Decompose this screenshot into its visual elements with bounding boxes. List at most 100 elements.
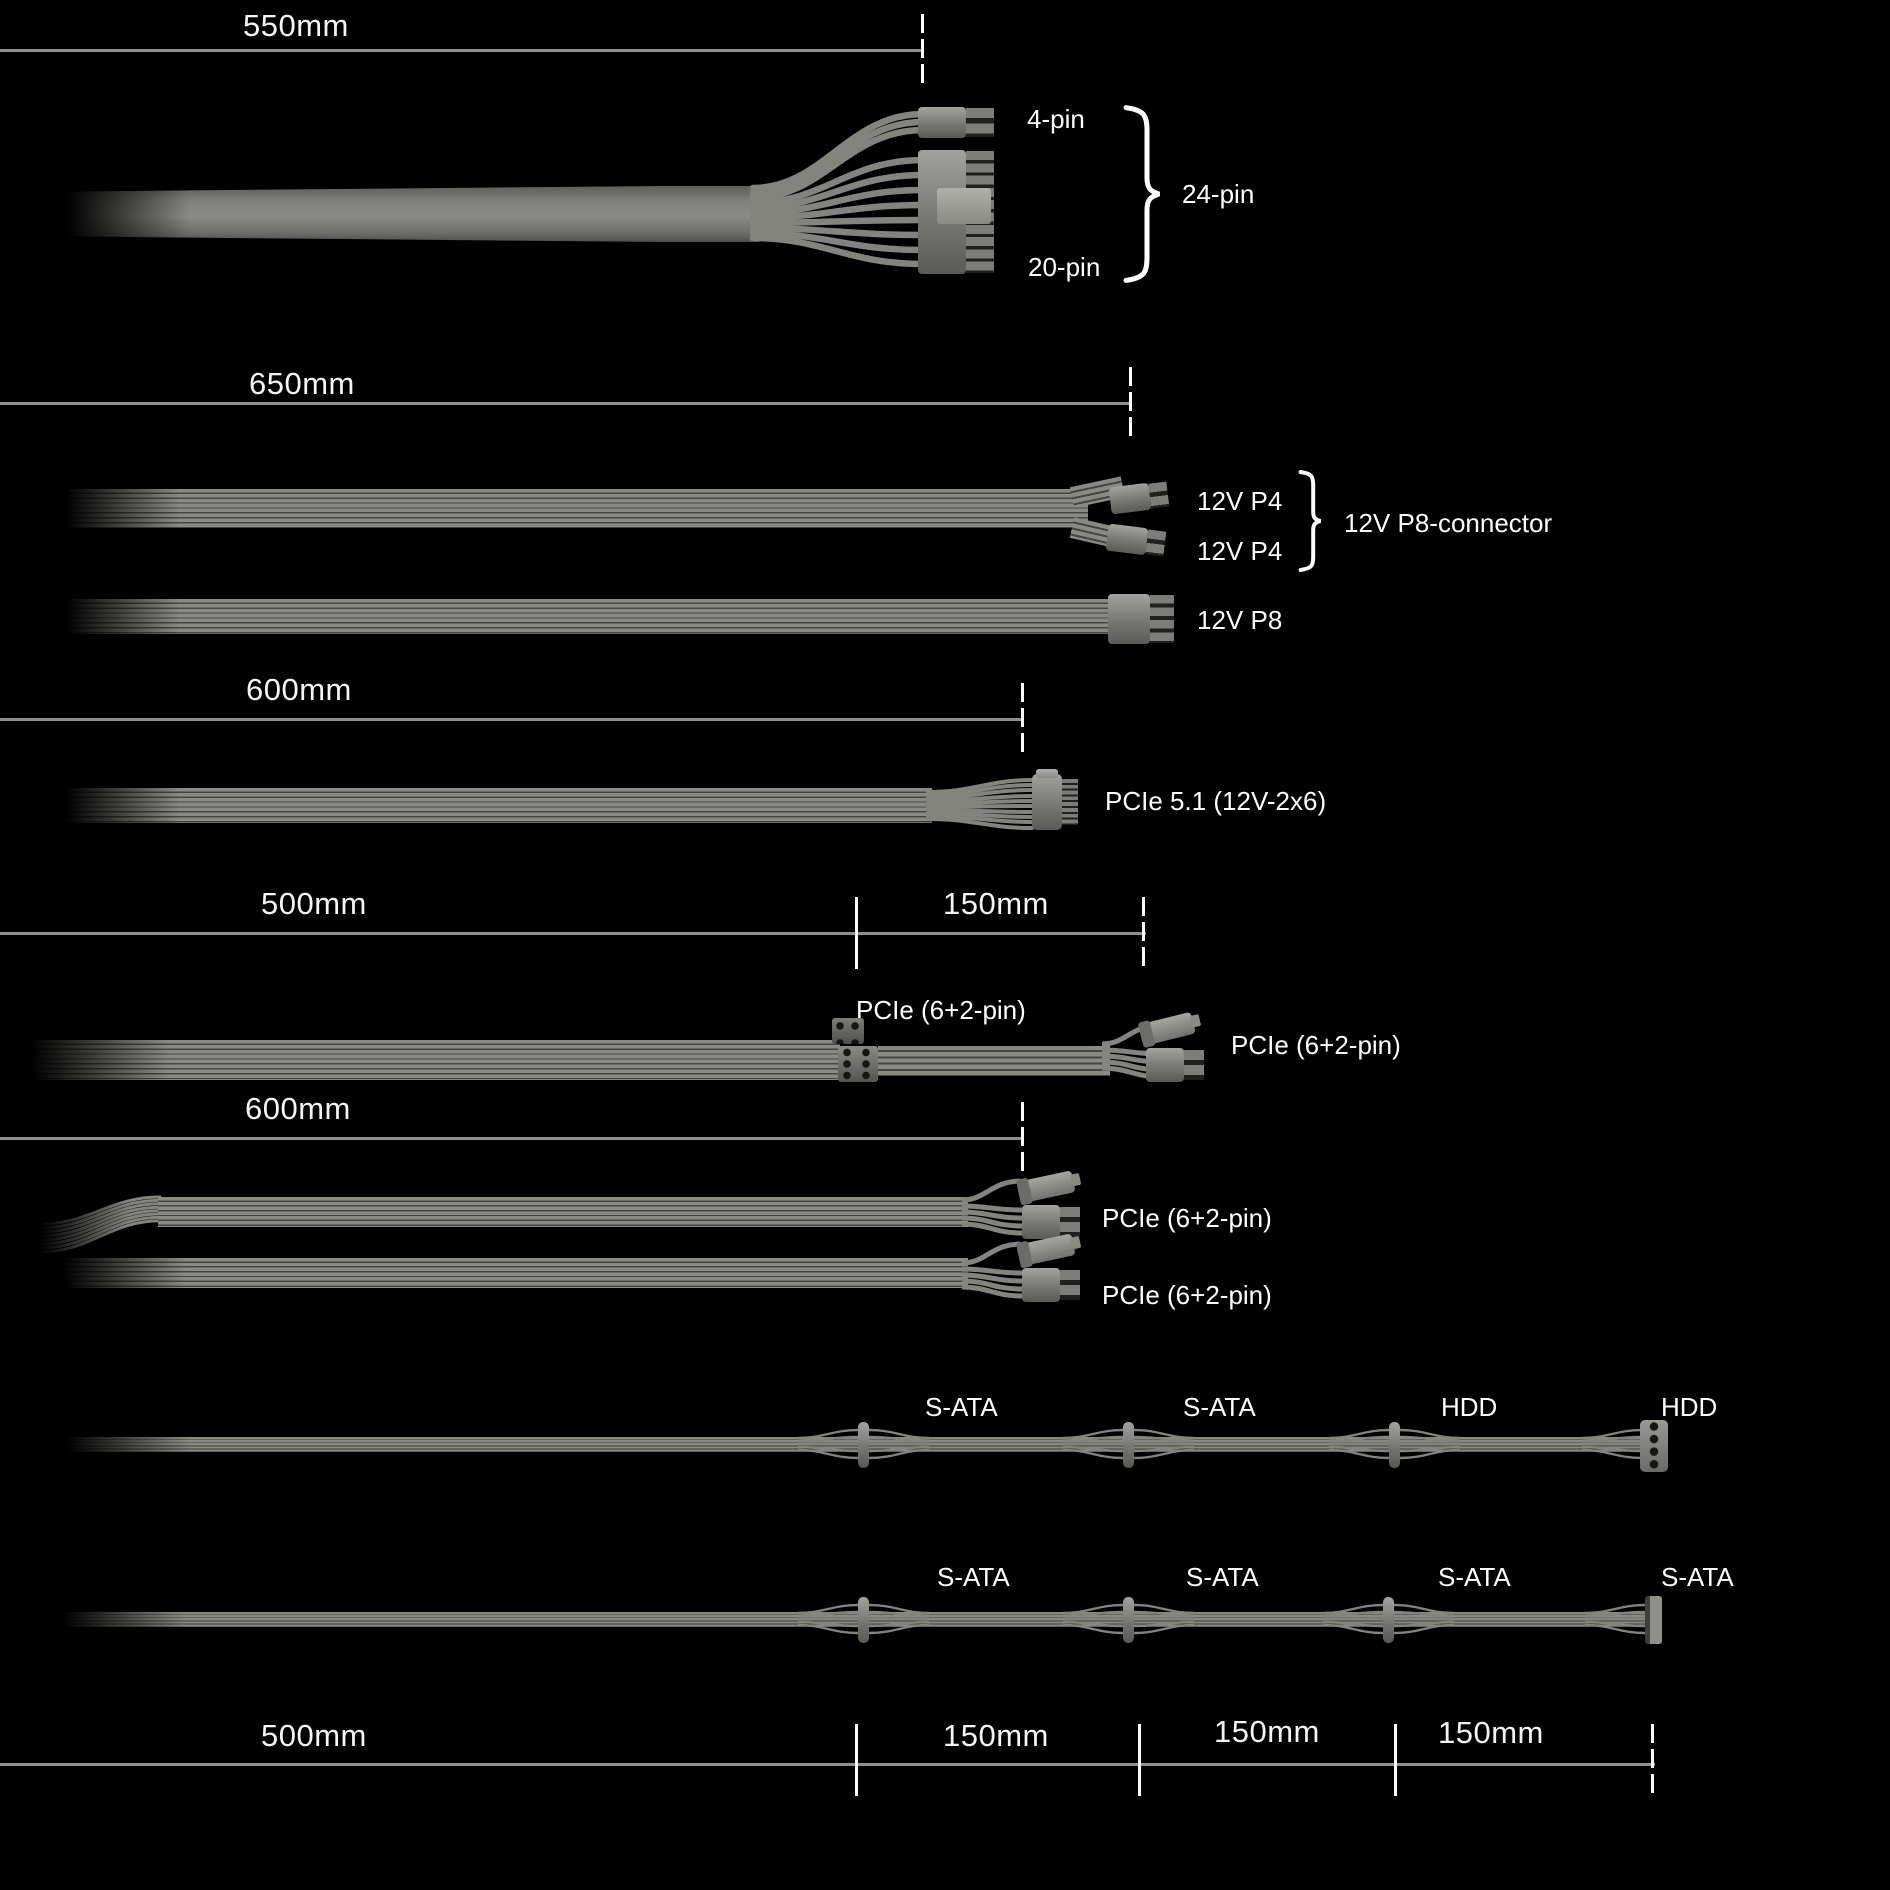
pcie-top-2pin-connector: [1016, 1170, 1076, 1204]
length-label: 550mm: [243, 8, 349, 43]
wire-fan: [1323, 1602, 1383, 1636]
cpu-p4-cable-ribbon: [58, 489, 1088, 528]
connector-label-pcie-end: PCIe (6+2-pin): [1231, 1030, 1401, 1060]
pcie-top-6pin-connector: [1022, 1205, 1080, 1239]
pcie-bottom-cable-ribbon: [56, 1258, 968, 1288]
connector-label-pcie-top: PCIe (6+2-pin): [1102, 1203, 1272, 1233]
cable-fade: [40, 1433, 190, 1456]
measure-line-550mm: [0, 49, 923, 52]
sata-inline-connector-1: [858, 1597, 869, 1643]
wire-fan: [1394, 1602, 1454, 1636]
atx-4pin-connector: [918, 107, 994, 138]
connector-label-4pin: 4-pin: [1027, 104, 1085, 134]
length-label-extension: 150mm: [943, 886, 1049, 921]
measure-line-bottom: [0, 1763, 1655, 1766]
connector-label-pcie-bottom: PCIe (6+2-pin): [1102, 1280, 1272, 1310]
cable-fade: [36, 1608, 186, 1631]
sata-inline-connector-2: [1123, 1597, 1134, 1643]
hdd-inline-connector: [1389, 1422, 1400, 1468]
pcie51-wire-fan: [926, 778, 1034, 830]
cable-fade: [0, 1036, 170, 1084]
measure-line-650mm: [0, 402, 1131, 405]
pcie-bottom-6pin-connector: [1022, 1268, 1080, 1302]
measure-tick-dashed: [1021, 683, 1024, 753]
connector-label-sata-1: S-ATA: [925, 1392, 998, 1422]
sata-inline-connector-2: [1123, 1422, 1134, 1468]
sata-end-connector: [1645, 1596, 1662, 1644]
wire-fan: [869, 1602, 929, 1636]
atx-wire-fan: [749, 110, 927, 268]
pcie51-connector: [1032, 769, 1078, 830]
measure-tick-dashed: [1021, 1102, 1024, 1172]
cpu-p4-connector-bottom: [1105, 523, 1167, 558]
connector-label-pcie-mid: PCIe (6+2-pin): [856, 995, 1026, 1025]
connector-label-hdd-2: HDD: [1661, 1392, 1718, 1422]
measure-line-600mm: [0, 718, 1023, 721]
wire-fan: [1134, 1427, 1194, 1461]
measure-tick-solid-3: [1394, 1724, 1397, 1796]
connector-label-sata-2: S-ATA: [1183, 1392, 1256, 1422]
connector-label-24pin: 24-pin: [1182, 179, 1255, 209]
connector-label-12v-p8-group: 12V P8-connector: [1344, 508, 1553, 538]
connector-label-20pin: 20-pin: [1028, 252, 1101, 282]
sata-inline-connector-1: [858, 1422, 869, 1468]
cpu-p4-connector-top: [1108, 481, 1170, 515]
cable-fade: [40, 485, 180, 532]
measure-tick-dashed: [1142, 897, 1145, 969]
length-label: 600mm: [245, 1091, 351, 1126]
measure-tick-dashed: [1129, 367, 1132, 437]
pcie-mid-connector-6pin: [838, 1046, 878, 1082]
wire-fan: [1134, 1602, 1194, 1636]
connector-label-12v-p4-top: 12V P4: [1197, 486, 1283, 516]
cable-fade: [40, 595, 180, 638]
length-label: 650mm: [249, 366, 355, 401]
connector-label-sata-1: S-ATA: [937, 1562, 1010, 1592]
connector-label-sata-4: S-ATA: [1661, 1562, 1734, 1592]
wire-fan: [869, 1427, 929, 1461]
brace-12v-p8: [1297, 470, 1321, 572]
measure-line-500-150mm: [0, 932, 1146, 935]
wire-fan: [798, 1602, 858, 1636]
cable-fade: [20, 1190, 130, 1264]
pcie-end-6pin-connector: [1146, 1048, 1204, 1082]
wire-fan: [1585, 1602, 1645, 1636]
atx-20pin-connector: [918, 150, 994, 274]
wire-fan: [798, 1427, 858, 1461]
pcie-bottom-wire-fan: [962, 1235, 1022, 1303]
measure-tick-solid-1: [855, 1724, 858, 1796]
pcie51-cable-ribbon: [58, 788, 932, 823]
cable-fade: [40, 784, 180, 827]
pcie-daisy-ribbon-extension: [878, 1046, 1110, 1076]
sata-inline-connector-3: [1383, 1597, 1394, 1643]
hdd-end-connector: [1640, 1420, 1668, 1472]
wire-fan: [1582, 1427, 1642, 1461]
pcie-top-cable-ribbon: [158, 1197, 968, 1227]
pcie-top-wire-fan: [962, 1172, 1022, 1240]
cpu-p8-connector: [1108, 594, 1174, 644]
length-label-150mm-3: 150mm: [1438, 1715, 1544, 1750]
wire-fan: [1063, 1427, 1123, 1461]
measure-tick-solid-2: [1138, 1724, 1141, 1796]
pcie-mid-connector-2pin: [832, 1018, 864, 1044]
length-label: 600mm: [246, 672, 352, 707]
wire-fan: [1400, 1427, 1460, 1461]
connector-label-sata-2: S-ATA: [1186, 1562, 1259, 1592]
measure-tick-dashed: [921, 14, 924, 84]
connector-label-pcie51: PCIe 5.1 (12V-2x6): [1105, 786, 1327, 816]
connector-label-sata-3: S-ATA: [1438, 1562, 1511, 1592]
measure-line-600mm: [0, 1137, 1023, 1140]
measure-tick-solid: [855, 897, 858, 969]
brace-24pin: [1120, 104, 1160, 284]
wire-fan: [1063, 1602, 1123, 1636]
cable-fade: [40, 180, 190, 248]
measure-tick-dashed: [1651, 1724, 1654, 1796]
length-label-150mm-1: 150mm: [943, 1718, 1049, 1753]
cable-fade: [36, 1254, 186, 1292]
wire-fan: [1329, 1427, 1389, 1461]
length-label-main: 500mm: [261, 886, 367, 921]
length-label-500mm: 500mm: [261, 1718, 367, 1753]
connector-label-12v-p8: 12V P8: [1197, 605, 1283, 635]
connector-label-hdd-1: HDD: [1441, 1392, 1498, 1422]
length-label-150mm-2: 150mm: [1214, 1714, 1320, 1749]
